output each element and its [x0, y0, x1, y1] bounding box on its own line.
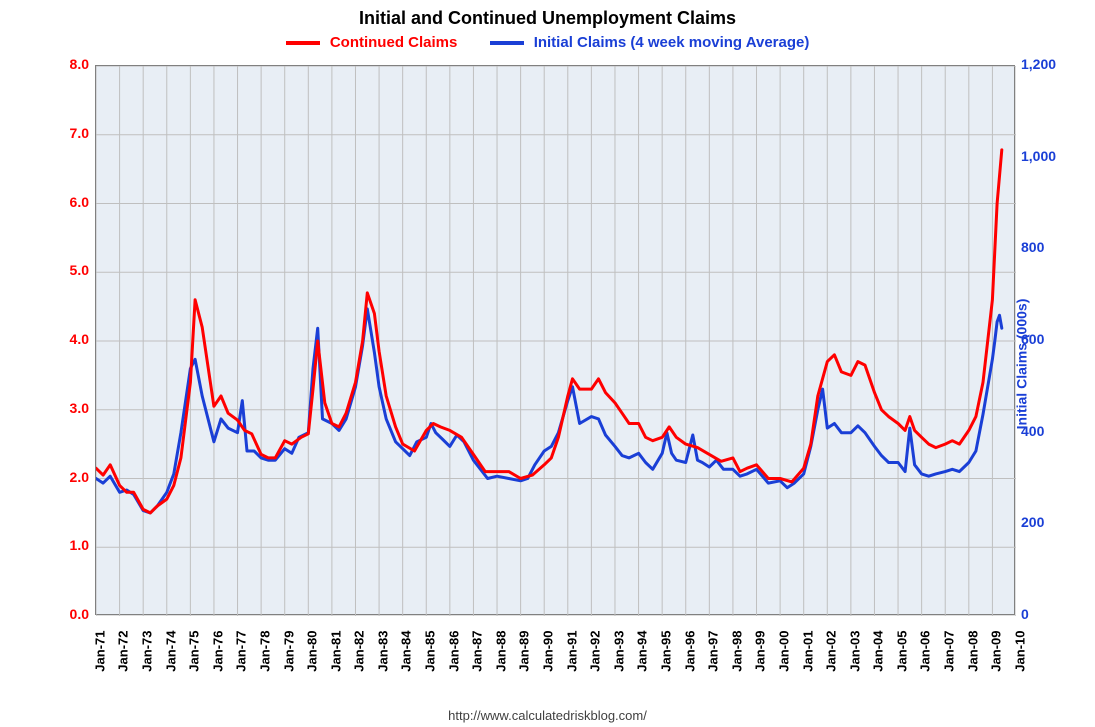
y-tick-right: 1,000 [1021, 148, 1056, 164]
x-tick: Jan-73 [140, 631, 155, 672]
y-tick-right: 200 [1021, 514, 1044, 530]
x-tick: Jan-92 [588, 631, 603, 672]
x-tick: Jan-04 [871, 631, 886, 672]
x-tick: Jan-78 [258, 631, 273, 672]
y-tick-left: 0.0 [70, 606, 89, 622]
x-tick: Jan-97 [706, 631, 721, 672]
y-tick-left: 3.0 [70, 400, 89, 416]
y-tick-right: 800 [1021, 239, 1044, 255]
x-tick: Jan-77 [234, 631, 249, 672]
x-tick: Jan-90 [541, 631, 556, 672]
x-tick: Jan-96 [682, 631, 697, 672]
plot-svg [96, 66, 1016, 616]
x-tick: Jan-93 [611, 631, 626, 672]
legend-item-initial: Initial Claims (4 week moving Average) [490, 34, 810, 51]
x-tick: Jan-98 [729, 631, 744, 672]
y-tick-right: 0 [1021, 606, 1029, 622]
x-tick: Jan-79 [281, 631, 296, 672]
x-tick: Jan-08 [965, 631, 980, 672]
x-tick: Jan-09 [989, 631, 1004, 672]
y-tick-left: 2.0 [70, 469, 89, 485]
x-tick: Jan-71 [93, 631, 108, 672]
x-tick: Jan-01 [800, 631, 815, 672]
x-tick: Jan-80 [305, 631, 320, 672]
y-tick-left: 4.0 [70, 331, 89, 347]
x-tick: Jan-03 [847, 631, 862, 672]
x-tick: Jan-10 [1013, 631, 1028, 672]
x-tick: Jan-86 [446, 631, 461, 672]
x-tick: Jan-94 [635, 631, 650, 672]
y-tick-left: 1.0 [70, 537, 89, 553]
chart-title: Initial and Continued Unemployment Claim… [0, 8, 1095, 29]
chart-container: Initial and Continued Unemployment Claim… [0, 0, 1095, 727]
y-tick-left: 5.0 [70, 262, 89, 278]
y-axis-right-label: Initial Claims (000s) [1014, 298, 1030, 429]
x-tick: Jan-91 [564, 631, 579, 672]
x-tick: Jan-00 [777, 631, 792, 672]
x-tick: Jan-05 [895, 631, 910, 672]
x-tick: Jan-74 [163, 631, 178, 672]
y-tick-right: 600 [1021, 331, 1044, 347]
y-tick-right: 400 [1021, 423, 1044, 439]
x-tick: Jan-95 [659, 631, 674, 672]
x-tick: Jan-84 [399, 631, 414, 672]
x-tick: Jan-76 [210, 631, 225, 672]
x-tick: Jan-75 [187, 631, 202, 672]
y-tick-right: 1,200 [1021, 56, 1056, 72]
legend-item-continued: Continued Claims [286, 34, 458, 51]
plot-area [95, 65, 1015, 615]
x-tick: Jan-87 [470, 631, 485, 672]
x-tick: Jan-02 [824, 631, 839, 672]
x-tick: Jan-07 [942, 631, 957, 672]
legend-label-continued: Continued Claims [330, 34, 458, 51]
legend-swatch-initial [490, 41, 524, 45]
x-tick: Jan-88 [494, 631, 509, 672]
x-tick: Jan-83 [376, 631, 391, 672]
x-tick: Jan-81 [328, 631, 343, 672]
x-tick: Jan-89 [517, 631, 532, 672]
y-tick-left: 7.0 [70, 125, 89, 141]
legend-swatch-continued [286, 41, 320, 45]
legend-label-initial: Initial Claims (4 week moving Average) [534, 34, 810, 51]
x-tick: Jan-82 [352, 631, 367, 672]
x-tick: Jan-06 [918, 631, 933, 672]
x-tick: Jan-99 [753, 631, 768, 672]
y-tick-left: 6.0 [70, 194, 89, 210]
y-tick-left: 8.0 [70, 56, 89, 72]
source-url: http://www.calculatedriskblog.com/ [0, 708, 1095, 723]
x-tick: Jan-85 [423, 631, 438, 672]
x-tick: Jan-72 [116, 631, 131, 672]
legend: Continued Claims Initial Claims (4 week … [0, 34, 1095, 51]
